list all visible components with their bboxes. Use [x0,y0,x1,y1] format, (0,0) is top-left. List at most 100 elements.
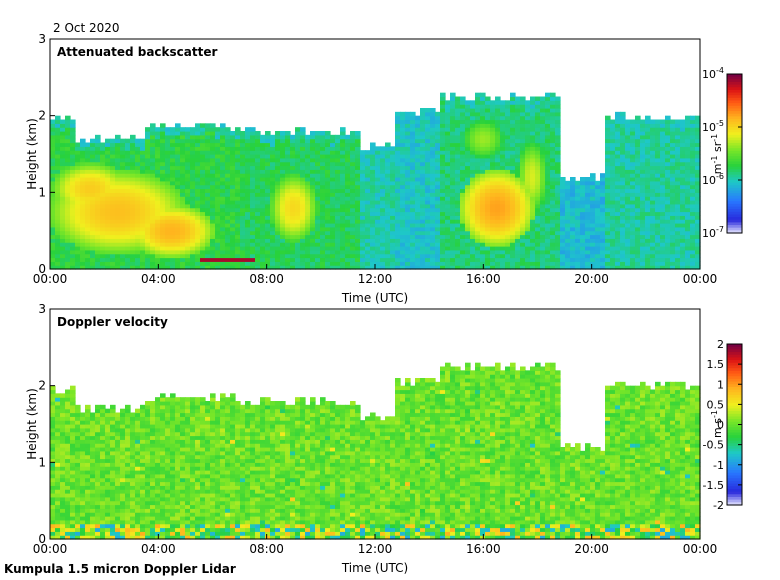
backscatter-unit-text: m-1 sr-1 [710,134,724,174]
heatmap-cell [150,249,156,255]
heatmap-cell [155,230,161,236]
heatmap-cell [410,257,416,262]
heatmap-cell [295,177,301,182]
heatmap-cell [215,173,221,178]
heatmap-cell [490,146,496,151]
heatmap-cell [585,265,591,270]
heatmap-cell [160,215,166,220]
heatmap-cell [260,192,266,197]
heatmap-cell [340,238,346,243]
heatmap-cell [75,234,81,239]
heatmap-cell [395,111,401,117]
heatmap-cell [115,177,121,182]
heatmap-cell [100,154,106,159]
heatmap-cell [155,150,161,155]
heatmap-cell [85,142,91,147]
heatmap-cell [370,211,376,216]
heatmap-cell [415,253,421,259]
heatmap-cell [525,249,531,255]
heatmap-cell [165,230,171,236]
heatmap-cell [455,200,461,205]
heatmap-cell [365,154,371,159]
heatmap-cell [225,165,231,170]
heatmap-cell [445,234,451,239]
heatmap-cell [640,226,646,232]
heatmap-cell [470,177,476,182]
heatmap-cell [450,157,456,163]
heatmap-cell [270,215,276,220]
heatmap-cell [60,246,66,251]
heatmap-cell [500,108,506,113]
heatmap-cell [690,146,696,151]
heatmap-cell [355,165,361,170]
heatmap-cell [80,200,86,205]
heatmap-cell [290,226,296,232]
heatmap-cell [560,196,566,201]
heatmap-cell [60,134,66,140]
heatmap-cell [60,119,66,124]
heatmap-cell [560,265,566,270]
heatmap-cell [205,200,211,205]
heatmap-cell [160,154,166,159]
heatmap-cell [185,215,191,220]
heatmap-cell [595,188,601,193]
heatmap-cell [390,188,396,193]
heatmap-cell [645,200,651,205]
heatmap-cell [555,226,561,232]
heatmap-cell [440,157,446,163]
heatmap-cell [170,234,176,239]
heatmap-cell [110,211,116,216]
heatmap-cell [165,180,171,186]
heatmap-cell [660,142,666,147]
heatmap-cell [140,261,146,266]
heatmap-cell [85,188,91,193]
heatmap-cell [205,253,211,259]
heatmap-cell [140,184,146,190]
heatmap-cell [420,157,426,163]
heatmap-cell [505,211,511,216]
heatmap-cell [630,253,636,259]
heatmap-cell [235,142,241,147]
heatmap-cell [660,246,666,251]
heatmap-cell [360,249,366,255]
heatmap-cell [475,115,481,121]
heatmap-cell [490,154,496,159]
heatmap-cell [395,246,401,251]
heatmap-cell [540,154,546,159]
heatmap-cell [365,257,371,262]
heatmap-cell [385,184,391,190]
heatmap-cell [350,257,356,262]
heatmap-cell [585,211,591,216]
heatmap-cell [670,192,676,197]
heatmap-cell [405,253,411,259]
heatmap-cell [95,146,101,151]
heatmap-cell [605,261,611,266]
heatmap-cell [510,96,516,101]
heatmap-cell [550,165,556,170]
heatmap-cell [95,246,101,251]
heatmap-cell [620,223,626,228]
heatmap-cell [420,138,426,144]
heatmap-cell [90,261,96,266]
heatmap-cell [190,242,196,247]
heatmap-cell [305,215,311,220]
heatmap-cell [585,242,591,247]
heatmap-cell [500,192,506,197]
heatmap-cell [510,261,516,266]
heatmap-cell [600,200,606,205]
heatmap-cell [220,123,226,128]
heatmap-cell [520,150,526,155]
heatmap-cell [75,215,81,220]
heatmap-cell [540,238,546,243]
heatmap-cell [525,238,531,243]
heatmap-cell [625,207,631,213]
heatmap-cell [500,154,506,159]
heatmap-cell [620,226,626,232]
heatmap-cell [565,246,571,251]
heatmap-cell [205,261,211,266]
heatmap-cell [605,131,611,136]
heatmap-cell [635,123,641,128]
heatmap-cell [145,203,151,209]
heatmap-cell [580,196,586,201]
heatmap-cell [555,207,561,213]
